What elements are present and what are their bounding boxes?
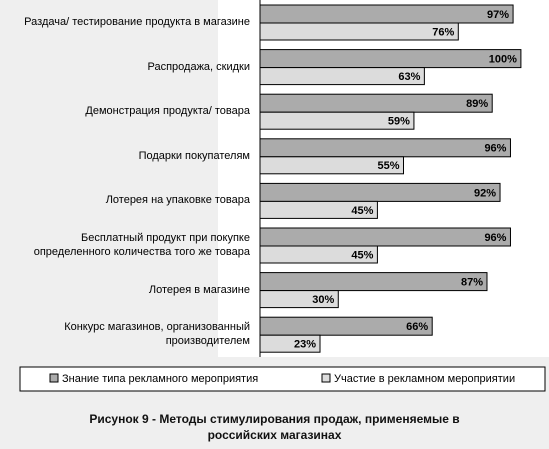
bar bbox=[259, 111, 415, 130]
value-label: 96% bbox=[484, 143, 506, 155]
value-label: 76% bbox=[432, 26, 454, 38]
category-label: Конкурс магазинов, организованный произв… bbox=[64, 321, 250, 348]
bar bbox=[259, 316, 433, 336]
value-label: 45% bbox=[351, 249, 373, 261]
bar bbox=[259, 67, 425, 86]
value-label: 59% bbox=[388, 116, 410, 128]
value-label: 97% bbox=[487, 9, 509, 21]
value-label: 66% bbox=[406, 321, 428, 333]
category-label: Бесплатный продукт при покупке определен… bbox=[33, 232, 250, 258]
value-label: 87% bbox=[461, 277, 483, 289]
value-label: 45% bbox=[351, 205, 373, 217]
category-label: Распродажа, скидки bbox=[147, 60, 251, 73]
category-label: Раздача/ тестирование продукта в магазин… bbox=[24, 16, 250, 28]
bar bbox=[259, 227, 511, 247]
bar bbox=[259, 138, 511, 158]
value-label: 23% bbox=[294, 339, 316, 351]
category-label: Подарки покупателям bbox=[138, 149, 250, 162]
chart-title: Рисунок 9 - Методы стимулирования продаж… bbox=[89, 412, 460, 442]
value-label: 63% bbox=[398, 71, 420, 83]
legend bbox=[19, 366, 546, 392]
bar bbox=[259, 245, 378, 264]
bar bbox=[259, 200, 378, 219]
bar bbox=[259, 4, 514, 24]
legend-label: Участие в рекламном мероприятии bbox=[334, 373, 515, 385]
value-label: 89% bbox=[466, 98, 488, 110]
bar bbox=[259, 22, 459, 41]
bar bbox=[259, 290, 339, 309]
bar bbox=[259, 156, 404, 175]
category-label: Лотерея на упаковке товара bbox=[105, 194, 250, 207]
value-label: 100% bbox=[489, 54, 517, 66]
bar bbox=[259, 93, 493, 113]
legend-label: Знание типа рекламного мероприятия bbox=[62, 373, 258, 385]
bar bbox=[259, 272, 488, 292]
bar bbox=[259, 182, 501, 202]
value-label: 55% bbox=[377, 160, 399, 172]
value-label: 30% bbox=[312, 294, 334, 306]
category-label: Лотерея в магазине bbox=[148, 283, 250, 296]
bar bbox=[259, 334, 321, 353]
value-label: 92% bbox=[474, 187, 496, 199]
category-label: Демонстрация продукта/ товара bbox=[85, 105, 250, 118]
legend-swatch bbox=[321, 373, 331, 383]
bar bbox=[259, 49, 522, 69]
value-label: 96% bbox=[484, 232, 506, 244]
legend-swatch bbox=[49, 373, 59, 383]
